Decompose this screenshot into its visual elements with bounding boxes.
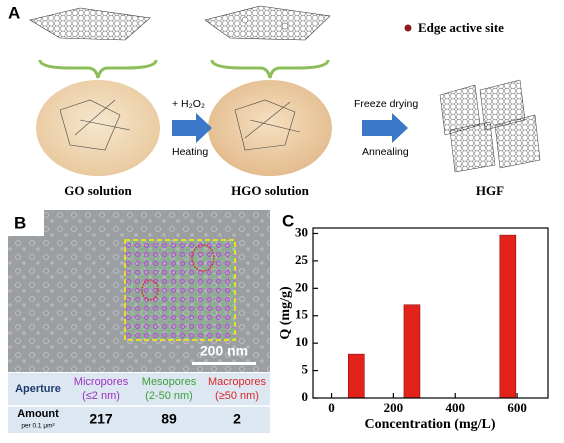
table-header: (2-50 nm)	[145, 390, 193, 402]
table-value: 2	[233, 411, 241, 427]
hole	[281, 22, 289, 30]
table-header: Macropores	[208, 376, 267, 388]
y-tick-label: 25	[295, 252, 309, 267]
scale-bar	[192, 362, 256, 365]
table-header: Mesopores	[142, 376, 197, 388]
hole	[241, 16, 249, 24]
macropore	[141, 279, 159, 301]
sheets	[234, 99, 301, 151]
caption: HGF	[476, 183, 504, 198]
caption: GO solution	[64, 183, 132, 198]
bar	[347, 353, 365, 399]
table-value: 217	[89, 411, 113, 427]
legend-text: Edge active site	[418, 20, 504, 35]
row-unit: per 0.1 μm²	[21, 423, 55, 430]
y-tick-label: 30	[295, 224, 308, 239]
table-header: Micropores	[74, 376, 129, 388]
y-tick-label: 5	[302, 362, 309, 377]
y-tick-label: 20	[295, 279, 308, 294]
x-tick-label: 200	[384, 400, 404, 415]
arrow	[172, 113, 212, 143]
go-solution	[36, 80, 160, 176]
table-header: Aperture	[15, 383, 61, 395]
x-tick-label: 400	[445, 400, 465, 415]
go-sheet	[29, 7, 151, 41]
step-text: Freeze drying	[354, 98, 418, 110]
chart: C Concentration (mg/L) Q (mg/g) 0 5 10 15 20…	[278, 211, 549, 432]
y-tick-label: 0	[302, 389, 309, 404]
macropore	[191, 244, 215, 272]
bar	[499, 234, 517, 399]
scale-bar-label: 200 nm	[200, 343, 248, 359]
zoom-region	[124, 239, 236, 341]
row-label: Amount	[17, 408, 59, 420]
hgf	[439, 79, 541, 173]
table-header: (≥50 nm)	[215, 390, 259, 402]
table	[8, 373, 270, 433]
y-axis-label: Q (mg/g)	[278, 286, 293, 340]
legend-dot	[404, 24, 412, 32]
step-text: + H₂O₂	[172, 98, 205, 110]
step-text: Heating	[172, 146, 208, 158]
brace	[210, 59, 330, 79]
table-value: 89	[161, 411, 177, 427]
hgo-sheet	[204, 5, 331, 41]
hgo-solution	[208, 80, 332, 176]
y-tick-label: 15	[295, 307, 309, 322]
plot-frame	[312, 227, 549, 399]
y-tick-label: 10	[295, 334, 308, 349]
caption: HGO solution	[231, 183, 309, 198]
label-box	[8, 210, 44, 236]
sheets	[59, 99, 131, 151]
x-tick-label: 0	[328, 400, 335, 415]
panel-label: A	[8, 3, 20, 22]
x-tick-label: 600	[507, 400, 527, 415]
panel-label: B	[14, 213, 26, 232]
panel-label: C	[282, 211, 294, 230]
bar	[403, 304, 421, 399]
x-axis-label: Concentration (mg/L)	[364, 417, 495, 432]
step-text: Annealing	[362, 146, 409, 158]
arrow	[362, 113, 408, 143]
brace	[38, 59, 158, 79]
table-header: (≤2 nm)	[82, 390, 120, 402]
